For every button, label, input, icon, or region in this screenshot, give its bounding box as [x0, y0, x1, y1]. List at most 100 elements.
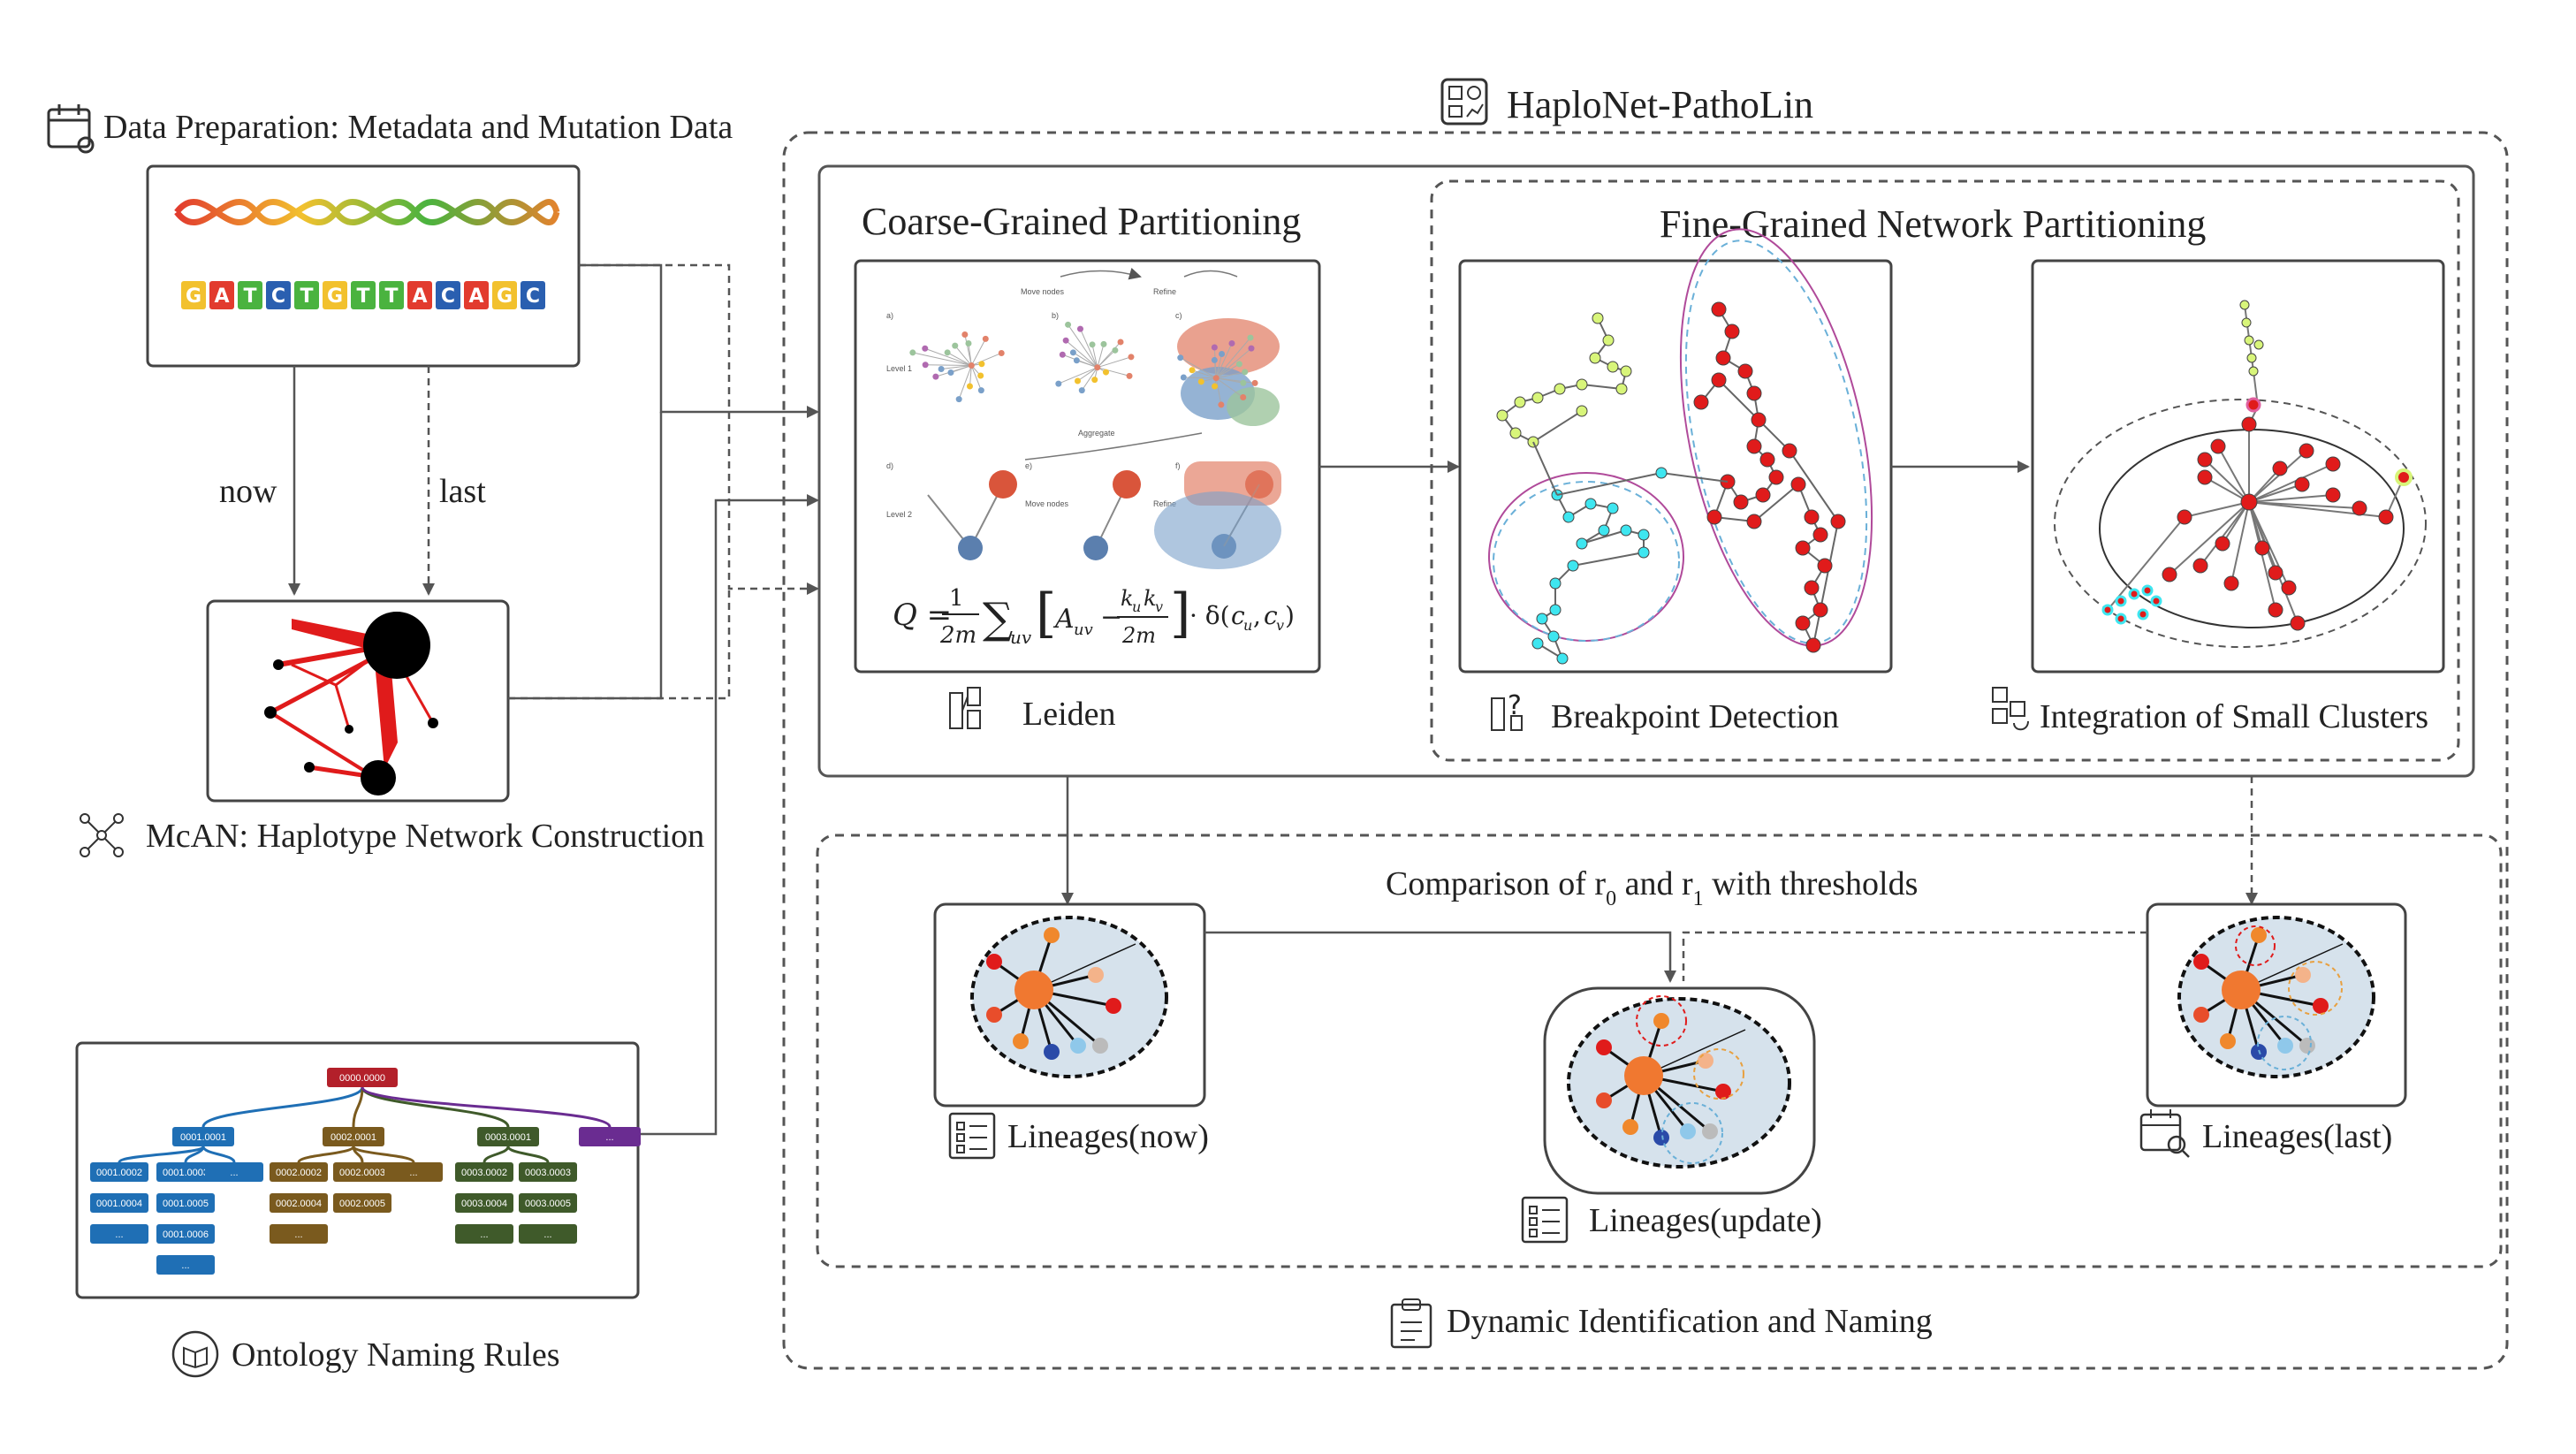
lineage-node: [1702, 1123, 1718, 1139]
tree-level2-node-text: ...: [230, 1168, 238, 1178]
cyan-node: [1547, 630, 1560, 643]
lineage-ring: [2288, 961, 2343, 1016]
leiden-edge: [970, 339, 986, 366]
leiden-node: [1251, 379, 1258, 386]
leiden-edge: [964, 334, 972, 366]
leiden-node: [909, 349, 916, 356]
lime-node: [1509, 427, 1522, 439]
lime-node: [2253, 339, 2264, 350]
breakpoint-edge: [1556, 472, 1662, 496]
leiden-edge: [925, 364, 972, 367]
leiden-illustration: a) b) c) Level 1 Move nodes Refine Aggre…: [886, 267, 1281, 569]
cyan-node: [1567, 560, 1579, 572]
lime-node: [2239, 300, 2250, 310]
integration-edge: [2204, 476, 2250, 503]
cyan-node: [1556, 652, 1569, 665]
leiden-node: [1219, 351, 1226, 358]
lineage-update-graph: [1567, 995, 1791, 1169]
data-prep-group: Data Preparation: Metadata and Mutation …: [47, 104, 733, 368]
dna-base-tile: [238, 281, 262, 309]
dna-base-letter: T: [384, 285, 398, 308]
red-node: [2325, 456, 2341, 472]
red-node: [1737, 363, 1753, 379]
cyan-node: [1531, 637, 1544, 650]
dna-base-letter: G: [497, 285, 513, 308]
cyan-node: [1598, 524, 1610, 537]
now-label: now: [219, 473, 277, 510]
dna-base-tile: [492, 281, 517, 309]
dna-base-tile: [436, 281, 460, 309]
lineage-ring: [1636, 995, 1687, 1047]
integration-edge: [2248, 483, 2303, 503]
lime-node: [1496, 409, 1508, 422]
tree-level1-node-text: 0001.0001: [180, 1132, 226, 1143]
lineage-node: [1653, 1130, 1669, 1146]
svg-text:1: 1: [949, 585, 964, 612]
lime-node: [1620, 365, 1632, 377]
cyan-node: [1620, 524, 1632, 537]
leiden-node: [1094, 364, 1101, 371]
main-title-group: HaploNet-PathoLin: [1440, 78, 1813, 126]
svg-text:Comparison of r0 and r1 with t: Comparison of r0 and r1 with thresholds: [1386, 865, 1918, 910]
lineage-ring: [2257, 1016, 2312, 1070]
leiden-edge: [924, 347, 972, 367]
tree-level4-node: [519, 1224, 577, 1244]
leiden-node: [1102, 369, 1109, 376]
cyan-node: [1638, 529, 1650, 541]
red-node: [2378, 509, 2394, 525]
tree-level3-node-text: 0001.0005: [163, 1199, 209, 1209]
dna-base-tile: [323, 281, 347, 309]
lime-node: [1589, 352, 1601, 364]
lineages-update-label: Lineages(update): [1589, 1202, 1822, 1239]
red-node: [1693, 394, 1709, 410]
book-circle-icon: [171, 1330, 219, 1378]
svg-text:]: ]: [1170, 582, 1190, 644]
mcan-box: [206, 599, 510, 803]
lineage-node: [2193, 1007, 2209, 1023]
dna-base-tile: [521, 281, 545, 309]
leiden-node: [1218, 401, 1225, 408]
cyan-node: [1638, 546, 1650, 559]
lineage-node: [2193, 954, 2209, 970]
lime-node: [1576, 378, 1588, 391]
lineage-node: [2299, 1038, 2315, 1054]
red-node: [2192, 558, 2208, 574]
red-node: [2162, 567, 2177, 582]
lineage-node: [986, 1007, 1002, 1023]
lime-node: [2246, 353, 2257, 363]
leiden-edge: [1215, 354, 1223, 378]
red-node: [2352, 500, 2367, 516]
svg-text:v: v: [1155, 598, 1163, 615]
integration-edge: [2107, 516, 2185, 611]
red-node: [1755, 487, 1771, 503]
cyan-node: [1549, 604, 1562, 616]
leiden-node: [1212, 383, 1219, 390]
dna-base-tile: [294, 281, 319, 309]
red-node: [2241, 416, 2257, 432]
lineages-last-label: Lineages(last): [2202, 1118, 2392, 1155]
leiden-edge: [954, 345, 972, 366]
red-node: [2294, 476, 2310, 492]
tree-level1-node-text: ...: [605, 1132, 613, 1143]
dna-base-letter: A: [412, 285, 427, 308]
leiden-node: [1189, 367, 1196, 374]
dna-base-letter: T: [356, 285, 369, 308]
red-node: [1706, 509, 1722, 525]
comparison-text: Comparison of r0 and r1 with thresholds: [1386, 865, 1918, 910]
svg-text:k: k: [1121, 586, 1134, 611]
network-icon: [80, 813, 124, 857]
lime-node: [1602, 334, 1615, 346]
leiden-l2-node: [958, 536, 983, 560]
tree-link: [361, 1086, 510, 1128]
lime-node: [1615, 383, 1628, 395]
leiden-node: [1059, 351, 1066, 358]
cyan-node: [1549, 577, 1562, 590]
leiden-node: [1177, 354, 1184, 362]
tree-level5-node: [156, 1255, 215, 1275]
lime-node: [1554, 383, 1566, 395]
list-icon-now: [948, 1112, 996, 1160]
dna-base-tile: [209, 281, 234, 309]
comparison-and: and r: [1616, 865, 1693, 902]
red-node: [1790, 476, 1806, 492]
leiden-node: [1240, 394, 1247, 401]
